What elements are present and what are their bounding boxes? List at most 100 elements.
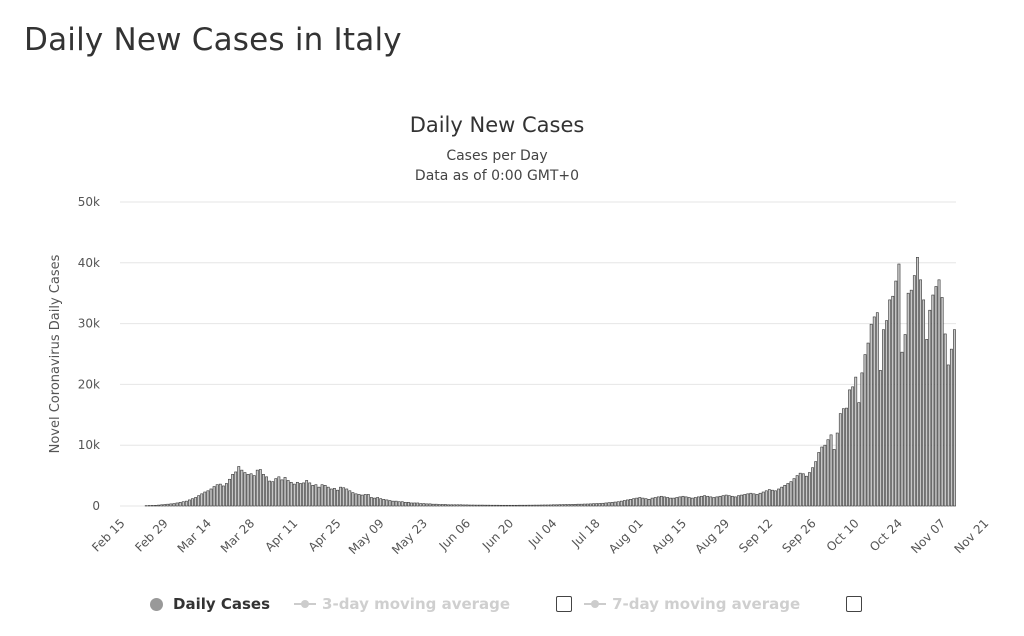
bar-daily-cases[interactable]: [160, 504, 164, 507]
bar-daily-cases[interactable]: [163, 504, 167, 507]
bar-daily-cases[interactable]: [737, 495, 740, 507]
bar-daily-cases[interactable]: [459, 504, 463, 507]
bar-daily-cases[interactable]: [656, 496, 660, 507]
bar-daily-cases[interactable]: [166, 503, 170, 507]
bars-daily-cases[interactable]: [144, 257, 956, 507]
bar-daily-cases[interactable]: [693, 497, 697, 507]
bar-daily-cases[interactable]: [462, 504, 466, 507]
bar-daily-cases[interactable]: [175, 502, 179, 507]
bar-daily-cases[interactable]: [666, 497, 669, 507]
bar-daily-cases[interactable]: [508, 504, 512, 507]
bar-daily-cases[interactable]: [659, 495, 663, 507]
bar-daily-cases[interactable]: [925, 339, 929, 507]
bar-daily-cases[interactable]: [767, 489, 771, 507]
bar-daily-cases[interactable]: [746, 493, 750, 507]
bar-daily-cases[interactable]: [820, 446, 824, 507]
bar-daily-cases[interactable]: [437, 504, 441, 507]
bar-daily-cases[interactable]: [518, 504, 521, 507]
bar-daily-cases[interactable]: [511, 504, 515, 507]
bar-daily-cases[interactable]: [456, 504, 460, 507]
bar-daily-cases[interactable]: [786, 483, 790, 507]
bar-daily-cases[interactable]: [937, 279, 941, 507]
bar-daily-cases[interactable]: [684, 496, 688, 507]
bar-daily-cases[interactable]: [721, 495, 725, 507]
bar-daily-cases[interactable]: [734, 496, 737, 507]
bar-daily-cases[interactable]: [783, 485, 787, 507]
bar-daily-cases[interactable]: [841, 408, 845, 507]
bar-daily-cases[interactable]: [295, 481, 299, 507]
bar-daily-cases[interactable]: [348, 490, 352, 507]
bar-daily-cases[interactable]: [206, 490, 210, 507]
bar-daily-cases[interactable]: [428, 503, 432, 507]
bar-daily-cases[interactable]: [391, 500, 395, 507]
bar-daily-cases[interactable]: [835, 432, 839, 507]
bar-daily-cases[interactable]: [576, 503, 580, 507]
bar-daily-cases[interactable]: [487, 504, 491, 507]
bar-daily-cases[interactable]: [425, 503, 429, 507]
bar-daily-cases[interactable]: [314, 484, 318, 507]
bar-daily-cases[interactable]: [373, 497, 376, 507]
bar-daily-cases[interactable]: [860, 372, 864, 507]
bar-daily-cases[interactable]: [385, 499, 389, 507]
bar-daily-cases[interactable]: [795, 475, 799, 507]
bar-daily-cases[interactable]: [354, 493, 358, 507]
bar-daily-cases[interactable]: [302, 482, 305, 507]
bar-daily-cases[interactable]: [169, 503, 173, 507]
bar-daily-cases[interactable]: [221, 485, 225, 507]
bar-daily-cases[interactable]: [440, 504, 444, 507]
bar-daily-cases[interactable]: [582, 503, 586, 507]
bar-daily-cases[interactable]: [376, 497, 380, 507]
bar-daily-cases[interactable]: [564, 504, 568, 507]
bar-daily-cases[interactable]: [505, 504, 509, 507]
bar-daily-cases[interactable]: [598, 503, 602, 507]
bar-daily-cases[interactable]: [258, 469, 262, 507]
bar-daily-cases[interactable]: [789, 481, 793, 507]
bar-daily-cases[interactable]: [777, 488, 781, 507]
bar-daily-cases[interactable]: [407, 502, 410, 507]
bar-daily-cases[interactable]: [228, 478, 231, 507]
bar-daily-cases[interactable]: [490, 504, 494, 507]
bar-daily-cases[interactable]: [422, 503, 426, 507]
bar-daily-cases[interactable]: [271, 481, 275, 507]
bar-daily-cases[interactable]: [471, 504, 475, 507]
bar-daily-cases[interactable]: [502, 504, 506, 507]
bar-daily-cases[interactable]: [672, 497, 676, 507]
bar-daily-cases[interactable]: [265, 476, 268, 507]
bar-daily-cases[interactable]: [632, 498, 636, 507]
bar-daily-cases[interactable]: [641, 497, 645, 507]
bar-daily-cases[interactable]: [477, 504, 481, 507]
bar-daily-cases[interactable]: [339, 486, 342, 507]
bar-daily-cases[interactable]: [289, 481, 293, 507]
bar-daily-cases[interactable]: [647, 499, 651, 507]
bar-daily-cases[interactable]: [946, 364, 950, 507]
bar-daily-cases[interactable]: [626, 499, 629, 507]
bar-daily-cases[interactable]: [879, 370, 882, 507]
bar-daily-cases[interactable]: [854, 376, 858, 507]
bar-daily-cases[interactable]: [413, 502, 417, 507]
bar-daily-cases[interactable]: [922, 299, 926, 507]
bar-daily-cases[interactable]: [283, 477, 287, 507]
bar-daily-cases[interactable]: [357, 494, 361, 507]
bar-daily-cases[interactable]: [622, 500, 626, 507]
bar-daily-cases[interactable]: [928, 309, 932, 507]
bar-daily-cases[interactable]: [749, 492, 753, 507]
bar-daily-cases[interactable]: [181, 501, 185, 507]
bar-daily-cases[interactable]: [567, 504, 571, 507]
bar-daily-cases[interactable]: [792, 478, 796, 507]
legend-daily-cases[interactable]: Daily Cases: [150, 595, 270, 613]
bar-daily-cases[interactable]: [191, 498, 194, 507]
bar-daily-cases[interactable]: [882, 329, 885, 507]
bar-daily-cases[interactable]: [234, 471, 238, 507]
bar-daily-cases[interactable]: [804, 475, 808, 507]
bar-daily-cases[interactable]: [280, 479, 284, 507]
bar-daily-cases[interactable]: [416, 502, 420, 507]
bar-daily-cases[interactable]: [434, 503, 438, 507]
legend-7-day-average[interactable]: 7-day moving average: [584, 595, 800, 613]
bar-daily-cases[interactable]: [629, 499, 632, 507]
bar-daily-cases[interactable]: [811, 467, 814, 507]
bar-daily-cases[interactable]: [542, 504, 546, 507]
bar-daily-cases[interactable]: [336, 489, 339, 507]
bar-daily-cases[interactable]: [888, 299, 892, 507]
bar-daily-cases[interactable]: [916, 257, 919, 507]
bar-daily-cases[interactable]: [817, 452, 821, 507]
